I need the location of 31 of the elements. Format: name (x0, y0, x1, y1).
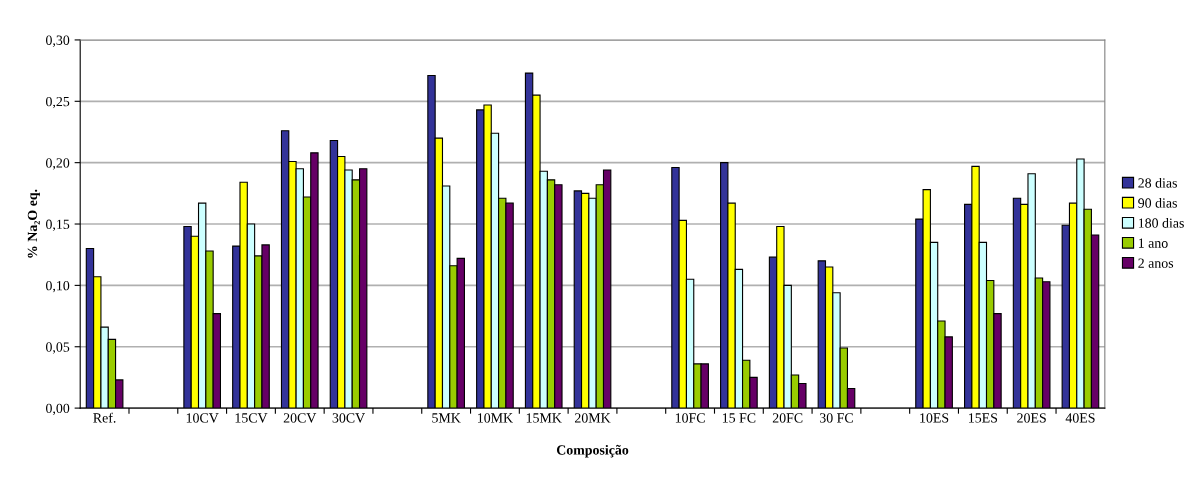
x-tick-label: 15MK (526, 413, 562, 423)
legend-label: 1 ano (1138, 238, 1168, 248)
x-tick-label: 10CV (186, 413, 219, 423)
x-tick-label: 20ES (1017, 413, 1046, 423)
y-tick-label: 0,25 (46, 96, 70, 109)
x-tick-label: 10FC (675, 413, 705, 423)
x-tick-label: 5MK (432, 413, 461, 423)
x-tick-label: 20FC (772, 413, 803, 423)
legend-label: 28 dias (1138, 177, 1177, 188)
x-tick-label: 30CV (332, 413, 365, 423)
x-tick-label: 30 FC (819, 413, 853, 423)
x-tick-label: 20CV (283, 413, 317, 423)
y-tick-label: 0,05 (46, 342, 70, 354)
x-tick-label: 15CV (235, 413, 268, 423)
x-axis-title: Composição (556, 444, 629, 458)
legend-label: 2 anos (1138, 258, 1174, 268)
y-tick-label: 0,00 (46, 403, 70, 416)
x-tick-label: 15 FC (722, 413, 756, 423)
legend-label: 90 dias (1138, 197, 1177, 208)
y-tick-label: 0,10 (46, 280, 70, 293)
x-tick-label: 10MK (478, 413, 513, 423)
y-axis-title: % Na₂O eq. (27, 189, 40, 258)
x-tick-label: 15ES (969, 413, 998, 423)
legend-label: 180 dias (1138, 217, 1184, 228)
y-tick-label: 0,20 (46, 158, 70, 170)
x-tick-label: 20MK (574, 413, 611, 423)
x-tick-label: 40ES (1065, 413, 1095, 423)
x-tick-label: Ref. (93, 412, 116, 423)
y-tick-label: 0,30 (46, 35, 70, 47)
y-tick-label: 0,15 (46, 219, 70, 231)
x-tick-label: 10ES (920, 413, 949, 423)
